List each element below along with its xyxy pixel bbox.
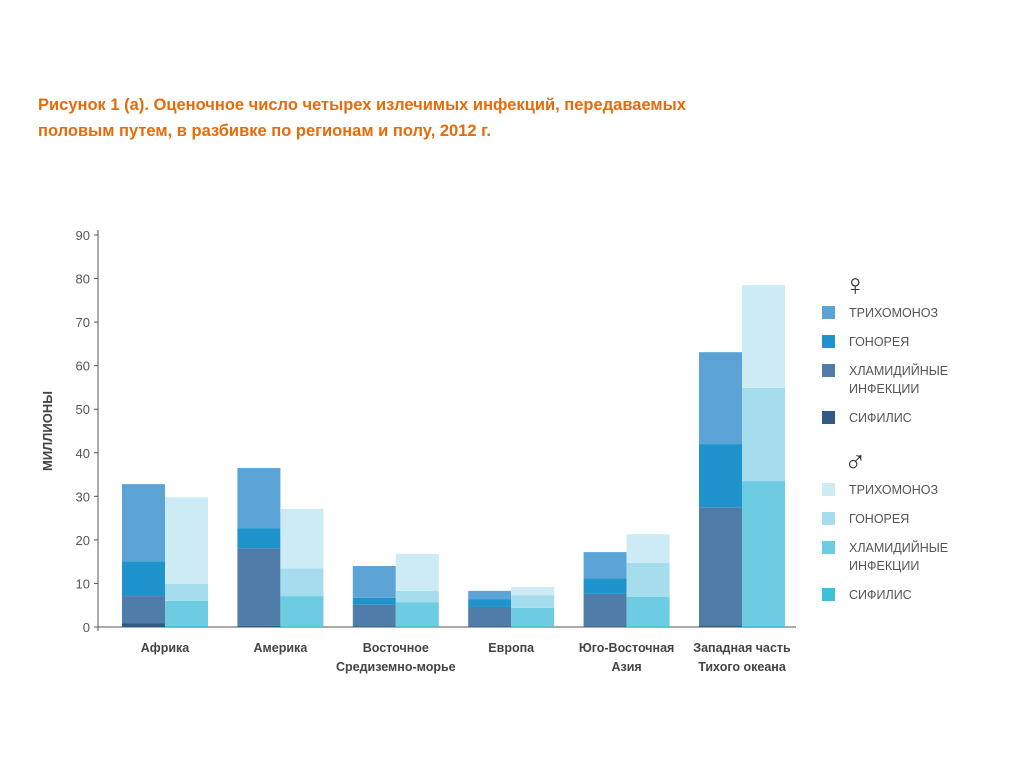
bar-segment-male xyxy=(165,583,208,601)
bar-segment-female xyxy=(583,552,627,579)
y-tick-label: 80 xyxy=(76,272,90,287)
bar-segment-female xyxy=(699,507,742,626)
x-tick-label: Азия xyxy=(611,660,641,674)
bar-segment-male xyxy=(280,626,324,627)
bar-segment-male xyxy=(165,625,208,627)
female-symbol-icon: ♀ xyxy=(844,269,867,302)
bar-segment-male xyxy=(742,285,785,388)
x-tick-label: Средиземно-морье xyxy=(336,660,456,674)
legend-item: ТРИХОМОНОЗ xyxy=(822,304,948,322)
bar-segment-male xyxy=(742,481,785,626)
bar-segment-male xyxy=(165,600,208,626)
legend-swatch xyxy=(822,335,835,348)
legend-item: ГОНОРЕЯ xyxy=(822,333,948,351)
y-tick-label: 70 xyxy=(76,315,90,330)
bar-segment-female xyxy=(237,548,281,626)
legend-label: СИФИЛИС xyxy=(849,411,912,425)
bar-segment-female xyxy=(699,444,742,508)
y-tick-label: 0 xyxy=(83,620,90,635)
legend-label: ГОНОРЕЯ xyxy=(849,512,910,526)
legend-label: ГОНОРЕЯ xyxy=(849,335,910,349)
legend-label: СИФИЛИС xyxy=(849,588,912,602)
bar-segment-female xyxy=(468,599,512,607)
legend-item: ТРИХОМОНОЗ xyxy=(822,481,948,499)
legend-item: СИФИЛИС xyxy=(822,409,948,427)
legend-item: СИФИЛИС xyxy=(822,586,948,604)
legend-item: ХЛАМИДИЙНЫЕ ИНФЕКЦИИ xyxy=(822,362,948,398)
bar-segment-female xyxy=(237,528,281,549)
bar-segment-female xyxy=(122,623,165,627)
bar-segment-female xyxy=(352,597,396,605)
bar-segment-male xyxy=(742,625,785,627)
legend-swatch xyxy=(822,364,835,377)
legend-swatch xyxy=(822,512,835,525)
x-tick-label: Западная часть xyxy=(693,641,791,655)
bar-segment-male xyxy=(626,596,670,627)
bar-segment-female xyxy=(699,352,742,445)
bar-segment-male xyxy=(280,568,324,597)
bar-segment-female xyxy=(699,625,742,627)
bar-segment-male xyxy=(511,586,555,596)
legend-swatch xyxy=(822,411,835,424)
bar-segment-female xyxy=(122,561,165,597)
x-tick-label: Европа xyxy=(488,641,535,655)
legend-item: ХЛАМИДИЙНЫЕ ИНФЕКЦИИ xyxy=(822,539,948,575)
bar-segment-male xyxy=(280,596,324,627)
bar-segment-male xyxy=(742,387,785,482)
bar-segment-male xyxy=(395,602,439,627)
bar-segment-female xyxy=(583,626,627,627)
bar-segment-male xyxy=(165,497,208,584)
x-tick-label: Юго-Восточная xyxy=(579,641,675,655)
bar-segment-male xyxy=(626,534,670,563)
bar-segment-male xyxy=(511,607,555,627)
bar-segment-female xyxy=(237,468,281,529)
bar-segment-female xyxy=(122,484,165,562)
y-tick-label: 10 xyxy=(76,576,90,591)
y-axis-label: МИЛЛИОНЫ xyxy=(40,391,55,471)
bar-segment-male xyxy=(395,590,439,603)
legend-swatch xyxy=(822,306,835,319)
bar-segment-female xyxy=(237,625,281,627)
bar-segment-female xyxy=(352,566,396,598)
legend-label: ТРИХОМОНОЗ xyxy=(849,483,939,497)
chart-title: Рисунок 1 (а). Оценочное число четырех и… xyxy=(38,96,686,140)
legend-label: ХЛАМИДИЙНЫЕ ИНФЕКЦИИ xyxy=(849,541,949,573)
legend-label: ХЛАМИДИЙНЫЕ ИНФЕКЦИИ xyxy=(849,364,949,396)
y-tick-label: 20 xyxy=(76,533,90,548)
y-tick-label: 60 xyxy=(76,359,90,374)
bar-segment-female xyxy=(583,578,627,594)
x-tick-label: Тихого океана xyxy=(698,660,787,674)
y-tick-label: 50 xyxy=(76,402,90,417)
x-tick-label: Америка xyxy=(254,641,309,655)
y-tick-label: 40 xyxy=(76,446,90,461)
bar-segment-female xyxy=(583,593,627,627)
legend-swatch xyxy=(822,588,835,601)
y-tick-label: 90 xyxy=(76,228,90,243)
bar-segment-female xyxy=(468,606,512,627)
legend-swatch xyxy=(822,483,835,496)
bar-segment-male xyxy=(511,595,555,608)
y-tick-label: 30 xyxy=(76,489,90,504)
bar-segment-female xyxy=(352,604,396,627)
bar-segment-female xyxy=(468,590,512,600)
legend: ♀ ТРИХОМОНОЗ ГОНОРЕЯ ХЛАМИДИЙНЫЕ ИНФЕКЦИИ СИФ… xyxy=(822,268,948,615)
x-tick-label: Африка xyxy=(141,641,191,655)
legend-label: ТРИХОМОНОЗ xyxy=(849,306,939,320)
male-symbol-icon: ♂ xyxy=(844,446,867,479)
bar-segment-male xyxy=(395,553,439,591)
bar-segment-male xyxy=(626,562,670,597)
x-tick-label: Восточное xyxy=(363,641,429,655)
legend-swatch xyxy=(822,541,835,554)
bar-segment-male xyxy=(280,508,324,569)
legend-item: ГОНОРЕЯ xyxy=(822,510,948,528)
bar-segment-female xyxy=(122,596,165,624)
